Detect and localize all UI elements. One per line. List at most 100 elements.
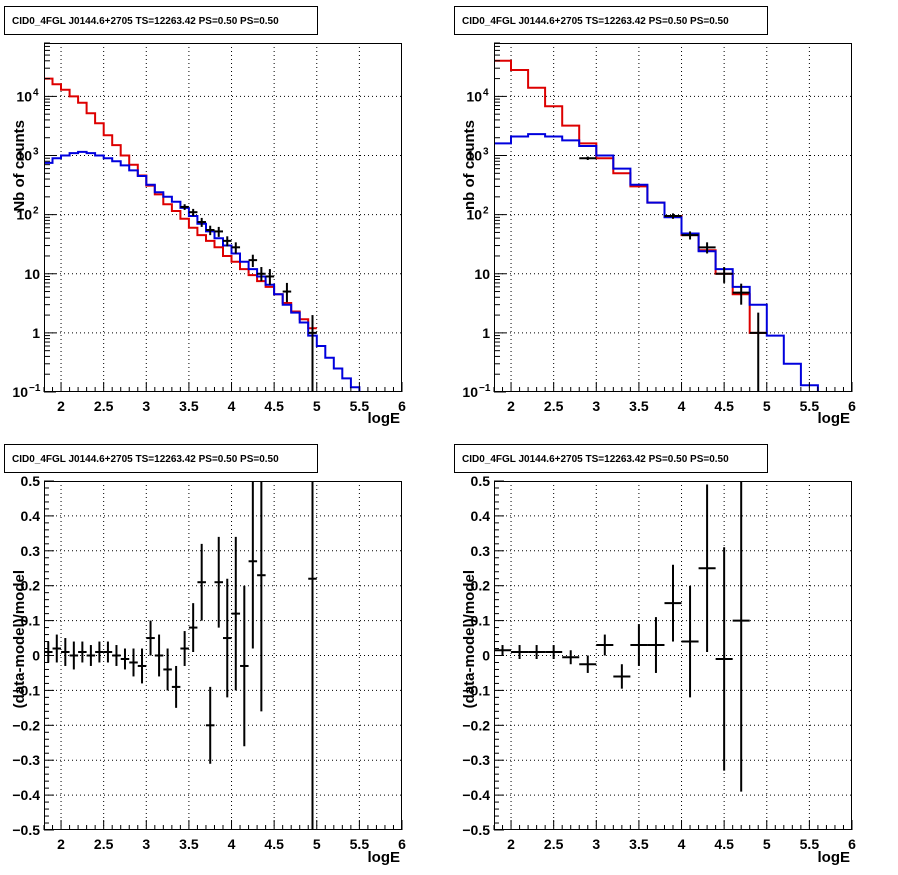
data-point	[129, 648, 138, 677]
x-tick-label: 4.5	[264, 398, 284, 414]
y-axis-label: (data-model)/model	[11, 570, 28, 708]
data-point	[61, 638, 70, 666]
y-tick-label: 10	[16, 148, 32, 164]
x-tick-label: 3	[142, 398, 150, 414]
plot-frame	[44, 43, 402, 392]
y-tick-label: 1	[32, 325, 40, 341]
data-point	[494, 645, 512, 656]
grid-lines	[44, 481, 402, 830]
y-tick-label: 10	[466, 207, 482, 223]
title-box	[4, 444, 318, 473]
data-point	[44, 641, 53, 663]
y-tick-label: −0.3	[12, 752, 40, 768]
chart-title: CID0_4FGL J0144.6+2705 TS=12263.42 PS=0.…	[462, 454, 729, 465]
data-point	[545, 645, 563, 659]
y-tick-exponent: 4	[33, 87, 39, 98]
data-point	[664, 213, 682, 219]
data-point	[154, 634, 164, 677]
y-tick-label: 10	[16, 88, 32, 104]
data-point	[664, 564, 682, 642]
y-tick-label: 0	[482, 648, 490, 664]
data-point	[95, 641, 104, 663]
data-point	[715, 547, 733, 771]
chart-panel-3: CID0_4FGL J0144.6+2705 TS=12263.42 PS=0.…	[4, 444, 406, 866]
y-axis-label: nb of counts	[461, 120, 478, 210]
data-point	[265, 269, 275, 285]
data-point	[231, 536, 241, 691]
x-axis: 2 2.5 3 3.5 4 4.5 5 5.5 6	[493, 820, 856, 852]
x-axis-label: logE	[818, 410, 851, 427]
data-point	[257, 481, 266, 712]
x-axis-label: logE	[368, 410, 401, 427]
data-point	[180, 204, 189, 210]
data-point	[120, 648, 130, 670]
title-box	[454, 6, 768, 35]
y-tick-label: 0.3	[471, 543, 491, 559]
y-tick-label: −0.3	[462, 752, 490, 768]
chart-panel-2: CID0_4FGL J0144.6+2705 TS=12263.42 PS=0.…	[454, 6, 856, 427]
x-tick-label: 3.5	[179, 398, 199, 414]
x-tick-label: 3	[592, 836, 600, 852]
y-tick-label: −0.2	[12, 717, 40, 733]
x-tick-label: 5	[763, 398, 771, 414]
data-point	[205, 225, 215, 236]
x-tick-label: 4	[228, 836, 236, 852]
x-tick-label: 4.5	[714, 836, 734, 852]
data-point	[223, 578, 232, 698]
x-tick-label: 5	[313, 836, 321, 852]
title-box	[4, 6, 318, 35]
data-point	[223, 236, 232, 247]
data-point	[732, 481, 750, 792]
x-tick-label: 2.5	[94, 836, 114, 852]
data-point	[205, 686, 215, 764]
data-point	[248, 481, 258, 649]
y-axis: −0.5 −0.4 −0.3 −0.2 −0.1 0 0.1 0.2 0.3 0.4 0.5	[462, 473, 504, 838]
y-tick-label: 0.2	[21, 578, 41, 594]
y-tick-label: 0.3	[21, 543, 41, 559]
x-tick-label: 3.5	[179, 836, 199, 852]
x-axis: 2 2.5 3 3.5 4 4.5 5 5.5 6	[43, 820, 406, 852]
y-tick-label: −0.5	[462, 822, 490, 838]
x-tick-label: 2	[57, 398, 65, 414]
data-point	[308, 315, 317, 392]
data-point	[231, 242, 241, 254]
data-point	[579, 156, 597, 160]
x-tick-label: 6	[398, 398, 406, 414]
x-tick-label: 2.5	[544, 836, 564, 852]
y-tick-label: 1	[482, 325, 490, 341]
plot-data	[44, 77, 402, 392]
data-point	[163, 648, 172, 691]
x-axis: 2 2.5 3 3.5 4 4.5 5 5.5 6	[493, 382, 856, 414]
y-tick-label: 0.4	[471, 508, 491, 524]
x-tick-label: 5	[313, 398, 321, 414]
title-box	[454, 444, 768, 473]
data-point	[103, 641, 113, 663]
data-point	[681, 585, 699, 698]
x-tick-label: 2	[507, 398, 515, 414]
data-point	[214, 536, 223, 628]
data-point	[69, 641, 79, 670]
y-axis-label: (data-model)/model	[461, 570, 478, 708]
data-point	[180, 631, 189, 666]
x-tick-label: 6	[848, 398, 856, 414]
x-tick-label: 2	[57, 836, 65, 852]
y-tick-exponent: −1	[29, 383, 41, 394]
y-tick-label: 0.1	[21, 613, 41, 629]
data-point	[248, 254, 258, 268]
y-tick-label: −0.4	[12, 787, 40, 803]
x-tick-label: 3.5	[629, 398, 649, 414]
y-tick-exponent: 3	[483, 147, 489, 158]
y-tick-exponent: −1	[479, 383, 491, 394]
chart-title: CID0_4FGL J0144.6+2705 TS=12263.42 PS=0.…	[462, 16, 729, 27]
x-tick-label: 4	[678, 398, 686, 414]
plot-data	[494, 481, 750, 792]
y-tick-exponent: 4	[483, 87, 489, 98]
series-line-2	[44, 150, 402, 392]
data-point	[715, 267, 733, 283]
y-tick-exponent: 3	[33, 147, 39, 158]
series-line-1	[494, 59, 767, 334]
y-tick-label: 0.5	[471, 473, 491, 489]
chart-title: CID0_4FGL J0144.6+2705 TS=12263.42 PS=0.…	[12, 454, 279, 465]
data-point	[188, 208, 198, 216]
data-point	[749, 312, 767, 392]
